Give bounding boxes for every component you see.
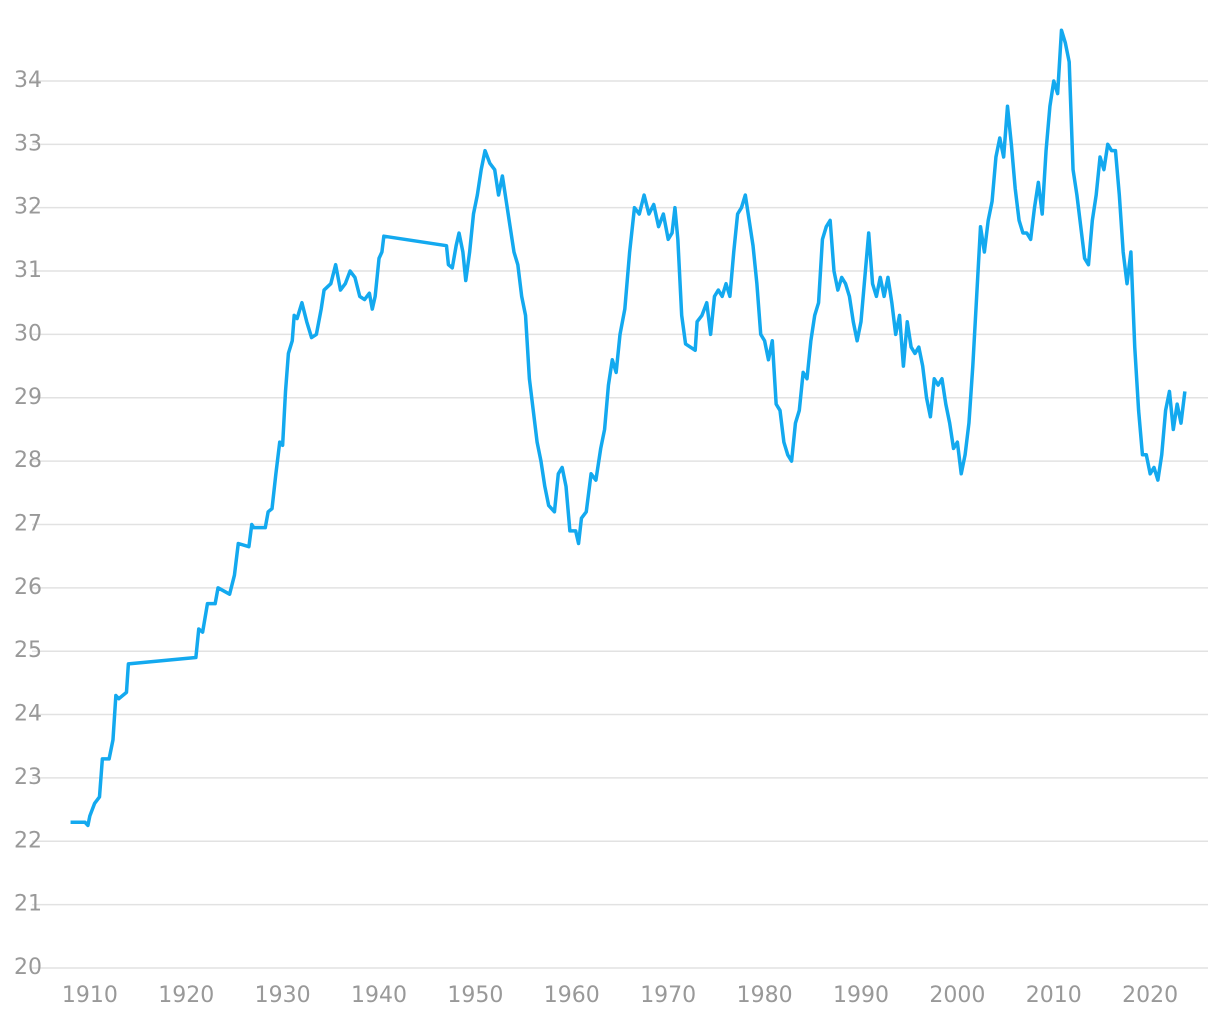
y-tick-label: 25	[14, 638, 42, 663]
x-tick-label: 1910	[62, 983, 118, 1008]
y-tick-label: 29	[14, 385, 42, 410]
y-tick-label: 33	[14, 131, 42, 156]
data-line	[70, 28, 1187, 828]
y-tick-label: 30	[14, 321, 42, 346]
y-tick-label: 26	[14, 575, 42, 600]
y-tick-label: 31	[14, 258, 42, 283]
y-tick-label: 28	[14, 448, 42, 473]
y-tick-label: 20	[14, 955, 42, 980]
x-tick-label: 1950	[447, 983, 503, 1008]
x-tick-label: 2000	[929, 983, 985, 1008]
x-tick-label: 2020	[1122, 983, 1178, 1008]
x-tick-label: 1980	[737, 983, 793, 1008]
x-tick-label: 1930	[255, 983, 311, 1008]
y-tick-label: 32	[14, 195, 42, 220]
y-tick-label: 24	[14, 702, 42, 727]
x-tick-label: 1940	[351, 983, 407, 1008]
x-tick-label: 1960	[544, 983, 600, 1008]
x-tick-label: 1920	[158, 983, 214, 1008]
y-tick-label: 27	[14, 511, 42, 536]
x-tick-label: 1970	[640, 983, 696, 1008]
y-tick-label: 22	[14, 828, 42, 853]
y-tick-label: 21	[14, 892, 42, 917]
y-tick-label: 23	[14, 765, 42, 790]
x-tick-label: 1990	[833, 983, 889, 1008]
x-tick-label: 2010	[1026, 983, 1082, 1008]
y-tick-label: 34	[14, 68, 42, 93]
